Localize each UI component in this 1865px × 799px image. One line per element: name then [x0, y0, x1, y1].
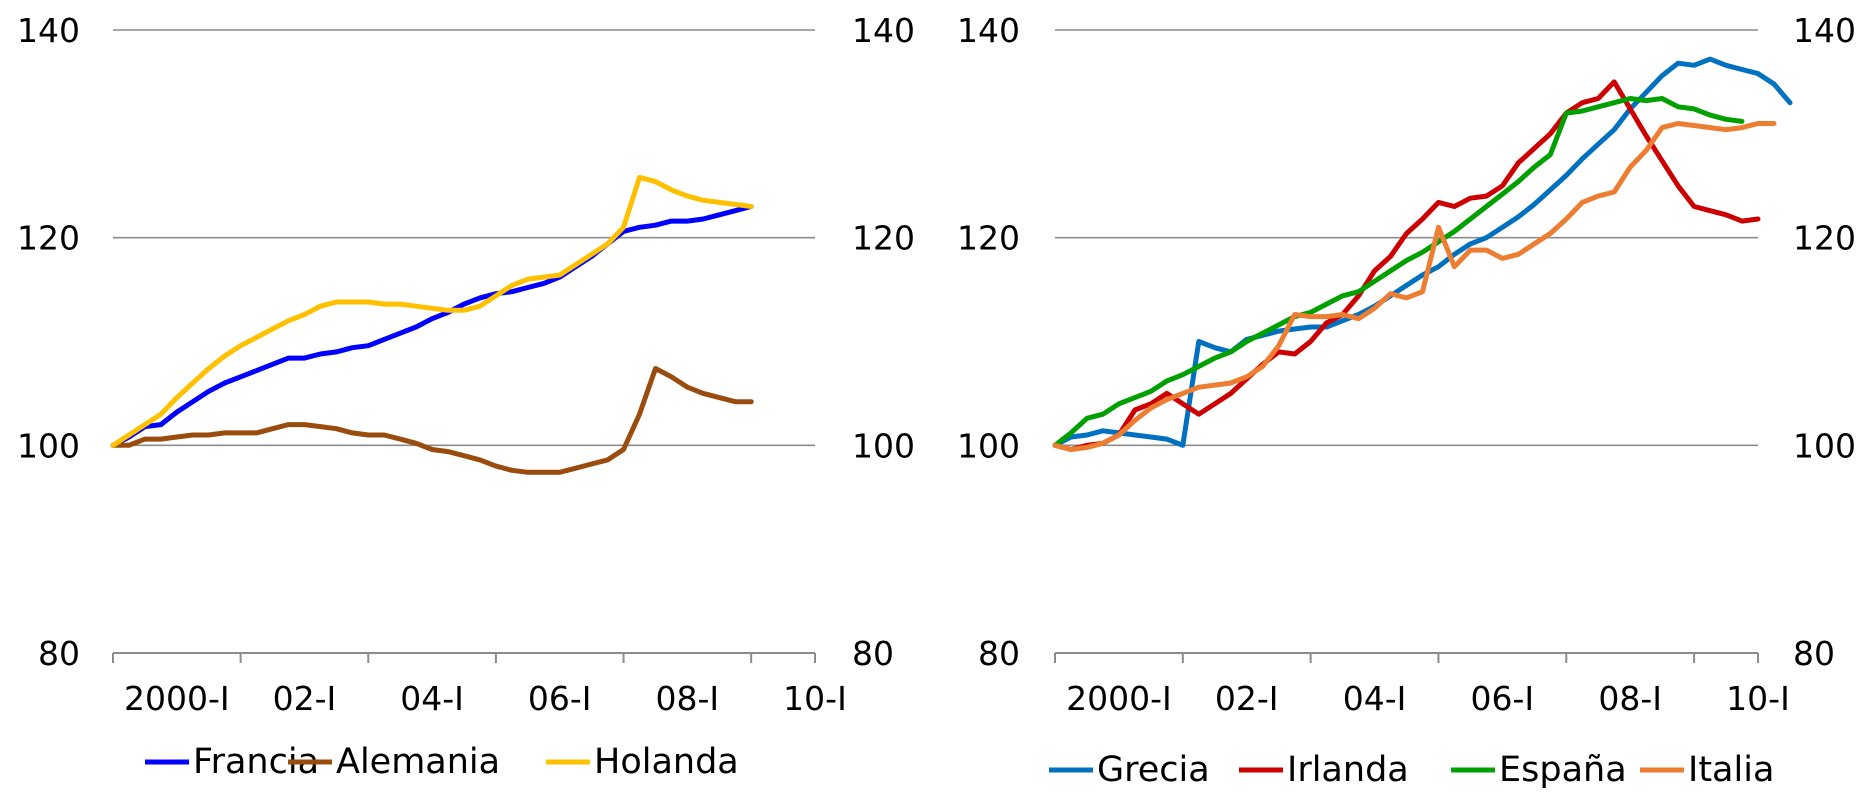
x-tick-label: 04-I — [400, 679, 464, 718]
series-line-alemania — [110, 366, 754, 475]
x-tick-label: 10-I — [1726, 679, 1790, 718]
chart-right: 80 80 100 100 120 120 140 140 2000-I 02-I 04-I 06-I… — [957, 11, 1856, 790]
y-tick-label-left: 80 — [38, 634, 80, 673]
x-tick-label: 08-I — [1598, 679, 1662, 718]
y-tick-label-right: 140 — [852, 11, 915, 50]
y-tick-label-left: 80 — [978, 634, 1020, 673]
y-tick-label-right: 140 — [1793, 11, 1856, 50]
legend-label-grecia: Grecia — [1097, 750, 1210, 790]
x-tick-label: 02-I — [273, 679, 337, 718]
y-tick-label-left: 140 — [17, 11, 80, 50]
y-tick-label-right: 120 — [852, 219, 915, 258]
series-line-italia — [1052, 121, 1777, 452]
legend-label-alemania: Alemania — [336, 742, 500, 782]
legend-label-españa: España — [1499, 750, 1627, 790]
y-tick-label-right: 120 — [1793, 219, 1856, 258]
y-tick-label-right: 80 — [852, 634, 894, 673]
series-line-francia — [110, 204, 754, 448]
chart-left: 80 80 100 100 120 120 140 140 2000-I 02-I 04-I 06-I… — [17, 11, 915, 782]
series-line-grecia — [1052, 56, 1793, 448]
x-tick-label: 10-I — [783, 679, 847, 718]
x-tick-label: 2000-I — [124, 679, 230, 718]
x-tick-label: 02-I — [1215, 679, 1279, 718]
y-tick-label-right: 80 — [1793, 634, 1835, 673]
y-tick-label-left: 120 — [957, 219, 1020, 258]
y-tick-label-left: 100 — [957, 426, 1020, 465]
legend-label-holanda: Holanda — [594, 742, 739, 782]
x-tick-label: 06-I — [528, 679, 592, 718]
y-tick-label-left: 100 — [17, 426, 80, 465]
legend-label-italia: Italia — [1688, 750, 1774, 790]
y-tick-label-right: 100 — [1793, 426, 1856, 465]
x-tick-label: 06-I — [1471, 679, 1535, 718]
y-tick-label-right: 100 — [852, 426, 915, 465]
series-line-holanda — [110, 174, 754, 448]
x-tick-label: 08-I — [656, 679, 720, 718]
series-line-españa — [1052, 96, 1745, 448]
x-tick-label: 04-I — [1343, 679, 1407, 718]
y-tick-label-left: 120 — [17, 219, 80, 258]
legend-label-irlanda: Irlanda — [1287, 750, 1409, 790]
y-tick-label-left: 140 — [957, 11, 1020, 50]
x-tick-label: 2000-I — [1066, 679, 1172, 718]
